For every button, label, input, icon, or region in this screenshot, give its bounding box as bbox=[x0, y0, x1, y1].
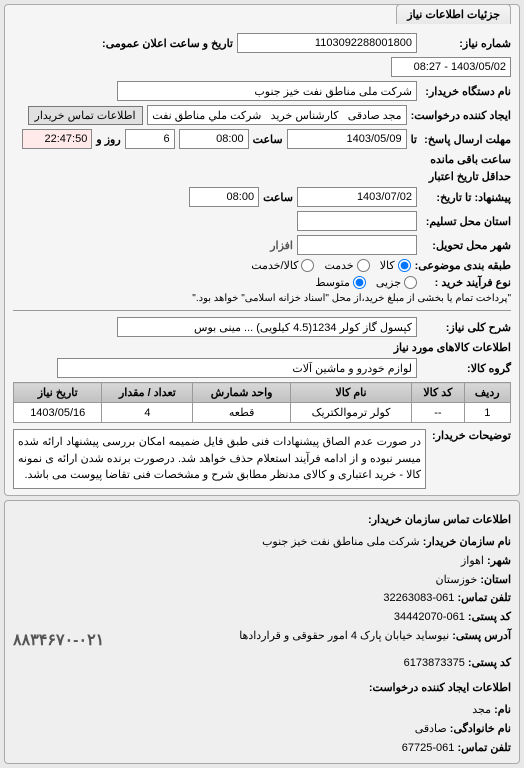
req-no-field[interactable] bbox=[237, 33, 417, 53]
col-code: کد کالا bbox=[412, 383, 464, 403]
creator-header: اطلاعات ایجاد کننده درخواست: bbox=[13, 679, 511, 698]
need-title-label: شرح کلی نیاز: bbox=[421, 321, 511, 334]
ann-date-label: تاریخ و ساعت اعلان عمومی: bbox=[102, 37, 233, 50]
postal-v: 061-34442070 bbox=[394, 611, 465, 623]
state-label: استان محل تسلیم: bbox=[421, 215, 511, 228]
buyer-contact-button[interactable]: اطلاعات تماس خریدار bbox=[28, 106, 143, 125]
desc-text: در صورت عدم الصاق پیشنهادات فنی طبق فایل… bbox=[13, 429, 426, 489]
need-title-field[interactable] bbox=[117, 317, 417, 337]
saat-baghi-label: ساعت باقی مانده bbox=[430, 153, 511, 166]
cell-name: کولر ترموالکتریک bbox=[290, 403, 411, 423]
proc-radio-jozi[interactable] bbox=[404, 276, 417, 289]
proc-opt-jozi[interactable]: جزیی bbox=[376, 276, 417, 289]
city-label: شهر محل تحویل: bbox=[421, 239, 511, 252]
state-v: خوزستان bbox=[435, 574, 477, 586]
cat-opt-kala-label: کالا bbox=[380, 259, 395, 272]
state-k: استان: bbox=[480, 574, 511, 586]
cat-opt-kala[interactable]: کالا bbox=[380, 259, 411, 272]
proc-opt-jozi-label: جزیی bbox=[376, 276, 401, 289]
goods-table: ردیف کد کالا نام کالا واحد شمارش تعداد /… bbox=[13, 382, 511, 423]
cat-opt-khedmat-label: خدمت bbox=[324, 259, 353, 272]
group-field[interactable] bbox=[57, 358, 417, 378]
req-no-label: شماره نیاز: bbox=[421, 37, 511, 50]
saat-label-1: ساعت bbox=[253, 133, 283, 146]
col-row: ردیف bbox=[464, 383, 510, 403]
buyer-org-field[interactable] bbox=[117, 81, 417, 101]
col-name: نام کالا bbox=[290, 383, 411, 403]
cell-unit: قطعه bbox=[193, 403, 291, 423]
proc-opt-motevaset[interactable]: متوسط bbox=[315, 276, 366, 289]
category-radio-group: کالا خدمت کالا/خدمت bbox=[251, 259, 410, 272]
desc-label: توضیحات خریدار: bbox=[432, 429, 511, 489]
cat-opt-khedmat[interactable]: خدمت bbox=[324, 259, 369, 272]
lname-k: نام خانوادگی: bbox=[450, 723, 511, 735]
state-field[interactable] bbox=[297, 211, 417, 231]
offer-label: پیشنهاد: تا تاریخ: bbox=[421, 191, 511, 204]
name-v: مجد bbox=[472, 704, 491, 716]
contact-panel: اطلاعات تماس سازمان خریدار: نام سازمان خ… bbox=[4, 500, 520, 765]
proc-opt-motevaset-label: متوسط bbox=[315, 276, 350, 289]
proc-radio-motevaset[interactable] bbox=[353, 276, 366, 289]
details-panel: جزئیات اطلاعات نیاز شماره نیاز: تاریخ و … bbox=[4, 4, 520, 496]
resp-time-field[interactable] bbox=[179, 129, 249, 149]
cell-date: 1403/05/16 bbox=[14, 403, 102, 423]
org-k: نام سازمان خریدار: bbox=[423, 536, 511, 548]
validity-label: حداقل تاریخ اعتبار bbox=[421, 170, 511, 183]
cell-qty: 4 bbox=[102, 403, 193, 423]
post2-v: 6173873375 bbox=[404, 657, 465, 669]
lname-v: صادقی bbox=[415, 723, 447, 735]
buyer-org-label: نام دستگاه خریدار: bbox=[421, 85, 511, 98]
tool-label: افزار bbox=[270, 239, 293, 252]
col-qty: تعداد / مقدار bbox=[102, 383, 193, 403]
goods-section-title: اطلاعات کالاهای مورد نیاز bbox=[13, 341, 511, 354]
panel-tab[interactable]: جزئیات اطلاعات نیاز bbox=[396, 4, 511, 24]
table-row[interactable]: 1 -- کولر ترموالکتریک قطعه 4 1403/05/16 bbox=[14, 403, 511, 423]
saat-label-2: ساعت bbox=[263, 191, 293, 204]
col-unit: واحد شمارش bbox=[193, 383, 291, 403]
creator-label: ایجاد کننده درخواست: bbox=[411, 109, 511, 122]
org-v: شرکت ملی مناطق نفت خیز جنوب bbox=[262, 536, 420, 548]
post2-k: کد پستی: bbox=[468, 657, 511, 669]
city-v: اهواز bbox=[461, 555, 484, 567]
validity-time-field[interactable] bbox=[189, 187, 259, 207]
rooz-va-label: روز و bbox=[96, 133, 120, 146]
cat-label: طبقه بندی موضوعی: bbox=[415, 259, 511, 272]
cat-opt-both-label: کالا/خدمت bbox=[251, 259, 298, 272]
ctel-k: تلفن تماس: bbox=[457, 742, 511, 754]
addr-v: نیوساید خیابان پارک 4 امور حقوقی و قرارد… bbox=[239, 630, 449, 642]
validity-date-field[interactable] bbox=[297, 187, 417, 207]
cell-row: 1 bbox=[464, 403, 510, 423]
col-date: تاریخ نیاز bbox=[14, 383, 102, 403]
time-remain-field bbox=[22, 129, 92, 149]
deadline-ta-label: تا bbox=[411, 133, 417, 146]
days-remain-field bbox=[125, 129, 175, 149]
proc-note: "پرداخت تمام یا بخشی از مبلغ خرید،از محل… bbox=[192, 293, 511, 304]
tel-v: 061-32263083 bbox=[383, 592, 454, 604]
cat-radio-khedmat[interactable] bbox=[357, 259, 370, 272]
cat-radio-kala[interactable] bbox=[398, 259, 411, 272]
cat-opt-both[interactable]: کالا/خدمت bbox=[251, 259, 314, 272]
phone-big: ۸۸۳۴۶۷۰-۰۲۱ bbox=[13, 627, 104, 654]
proc-radio-group: جزیی متوسط bbox=[315, 276, 417, 289]
proc-label: نوع فرآیند خرید : bbox=[421, 276, 511, 289]
resp-date-field[interactable] bbox=[287, 129, 407, 149]
postal-k: کد پستی: bbox=[468, 611, 511, 623]
tel-k: تلفن تماس: bbox=[457, 592, 511, 604]
city-k: شهر: bbox=[487, 555, 511, 567]
contact-header: اطلاعات تماس سازمان خریدار: bbox=[13, 511, 511, 530]
creator-field[interactable] bbox=[147, 105, 407, 125]
name-k: نام: bbox=[494, 704, 511, 716]
ann-date-field[interactable] bbox=[391, 57, 511, 77]
cell-code: -- bbox=[412, 403, 464, 423]
group-label: گروه کالا: bbox=[421, 362, 511, 375]
city-field[interactable] bbox=[297, 235, 417, 255]
ctel-v: 061-67725 bbox=[402, 742, 455, 754]
addr-k: آدرس پستی: bbox=[452, 630, 511, 642]
table-header-row: ردیف کد کالا نام کالا واحد شمارش تعداد /… bbox=[14, 383, 511, 403]
resp-deadline-label: مهلت ارسال پاسخ: bbox=[421, 133, 511, 146]
cat-radio-both[interactable] bbox=[301, 259, 314, 272]
